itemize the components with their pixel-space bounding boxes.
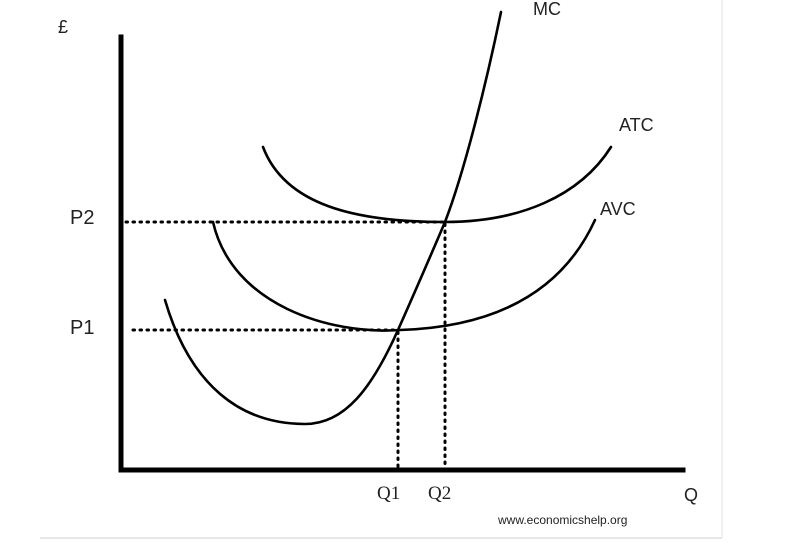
atc-label: ATC — [619, 115, 654, 135]
q1-label: Q1 — [377, 483, 400, 504]
p2-label: P2 — [70, 207, 94, 229]
y-axis-label: £ — [58, 17, 68, 37]
watermark: www.economicshelp.org — [497, 513, 627, 527]
p1-label: P1 — [70, 317, 94, 339]
q2-label: Q2 — [428, 483, 451, 504]
avc-label: AVC — [600, 199, 636, 219]
x-axis-label: Q — [684, 485, 698, 505]
atc-curve — [261, 145, 613, 224]
mc-curve — [163, 10, 503, 426]
mc-label: MC — [533, 0, 561, 19]
avc-curve — [211, 218, 597, 332]
